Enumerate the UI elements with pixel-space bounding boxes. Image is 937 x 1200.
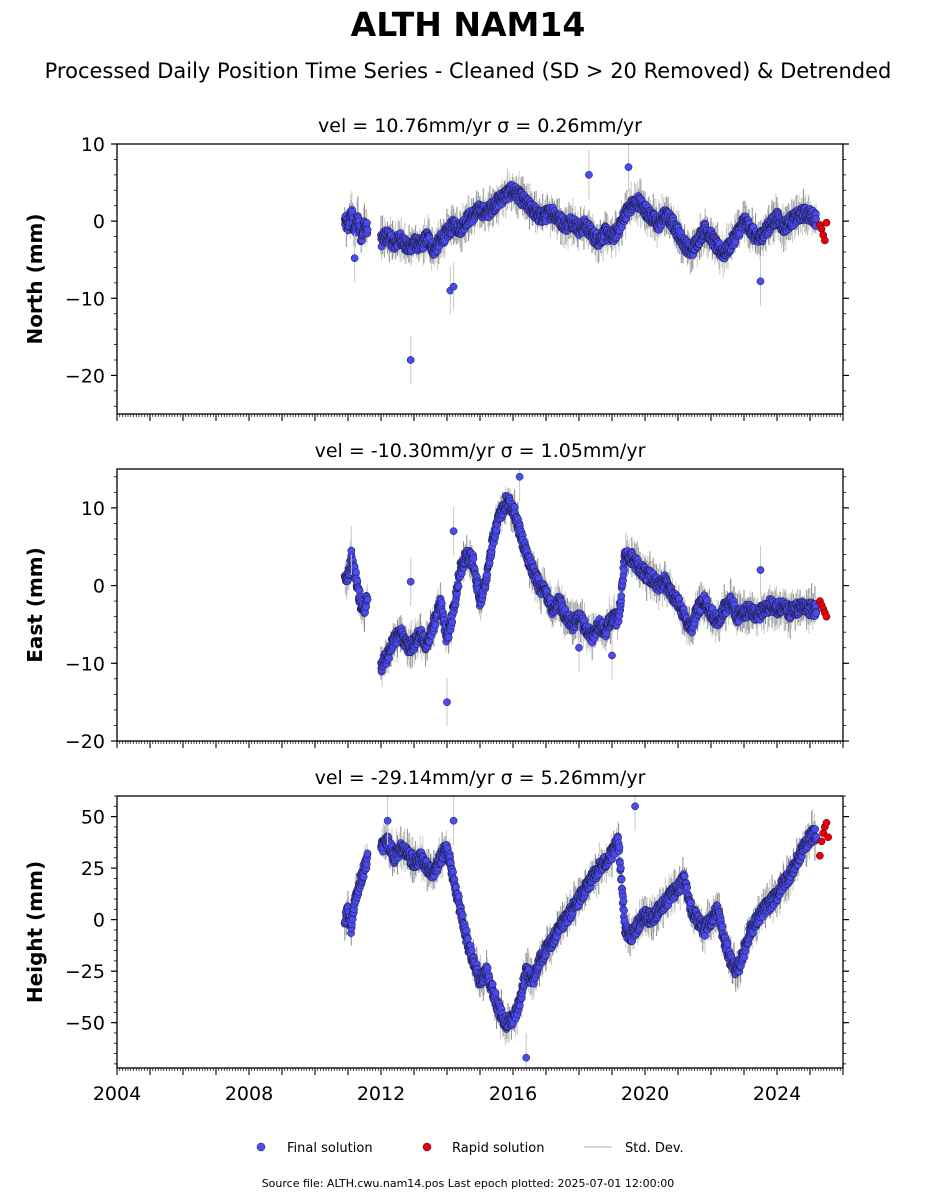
y-tick-label: 10: [81, 134, 105, 156]
panel-title: vel = 10.76mm/yr σ = 0.26mm/yr: [318, 115, 642, 137]
east-panel: vel = -10.30mm/yr σ = 1.05mm/yr East (mm)…: [23, 440, 849, 753]
final-solution-point: [585, 171, 593, 179]
plot-frame: [116, 143, 844, 415]
y-tick-label: −20: [65, 365, 105, 387]
final-solution-point: [448, 618, 457, 626]
final-solution-point: [624, 163, 633, 171]
final-solution-point: [444, 633, 453, 642]
rapid-solution-point: [821, 236, 829, 245]
figure-title: ALTH NAM14: [351, 5, 586, 44]
final-solution-point: [437, 599, 446, 607]
final-solution-point: [363, 225, 372, 234]
rapid-solution-point: [822, 218, 831, 227]
final-solution-point: [812, 214, 820, 223]
y-axis-label: East (mm): [23, 547, 47, 663]
y-tick-label: −10: [65, 288, 105, 310]
y-tick-label: 0: [93, 211, 105, 233]
final-solution-point: [352, 568, 360, 576]
final-solution-point: [353, 577, 362, 585]
y-axis-label: North (mm): [23, 213, 47, 344]
final-solution-point: [454, 582, 463, 591]
final-solution-point: [617, 592, 626, 600]
panel-title: vel = -10.30mm/yr σ = 1.05mm/yr: [315, 440, 646, 462]
final-solution-point: [469, 554, 478, 563]
final-solution-point: [363, 595, 372, 604]
final-solution-point: [756, 277, 765, 286]
final-solution-point: [363, 219, 371, 227]
plot-area: [340, 144, 831, 385]
final-solution-point: [350, 254, 359, 263]
final-solution-point: [731, 238, 740, 247]
final-solution-point: [735, 229, 744, 238]
final-solution-point: [384, 654, 393, 663]
plot-area: [340, 469, 831, 727]
final-solution-point: [620, 566, 628, 574]
north-panel: vel = 10.76mm/yr σ = 0.26mm/yr North (mm)…: [23, 115, 849, 421]
final-solution-point: [449, 282, 458, 291]
figure-subtitle: Processed Daily Position Time Series - C…: [45, 59, 892, 83]
final-solution-point: [431, 621, 440, 629]
final-solution-point: [406, 356, 415, 364]
